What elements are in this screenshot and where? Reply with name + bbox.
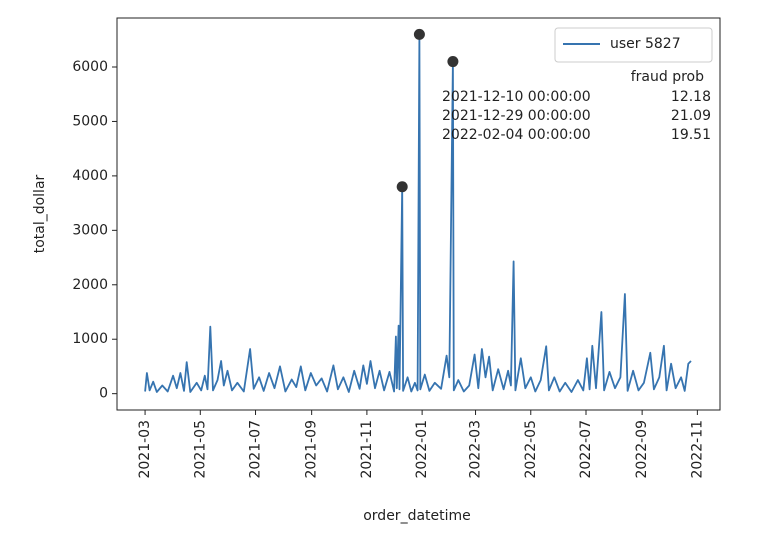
fraud-point (447, 56, 459, 68)
fraud-point (396, 181, 408, 193)
y-tick-label: 3000 (72, 222, 108, 238)
x-tick-label: 2022-01 (414, 420, 430, 479)
x-tick-label: 2022-03 (468, 420, 484, 479)
y-tick-label: 2000 (72, 277, 108, 293)
annotation-prob: 12.18 (671, 89, 711, 105)
y-axis-label: total_dollar (32, 174, 48, 253)
annotation-date: 2021-12-10 00:00:00 (442, 89, 591, 105)
x-tick-label: 2021-09 (304, 420, 320, 479)
fraud-point (413, 28, 425, 40)
x-tick-label: 2021-11 (359, 420, 375, 479)
annotation-header: fraud prob (631, 69, 704, 85)
x-tick-label: 2021-03 (137, 420, 153, 479)
x-tick-label: 2021-07 (248, 420, 264, 479)
x-tick-label: 2022-05 (523, 420, 539, 479)
annotation-prob: 19.51 (671, 127, 711, 143)
legend-label: user 5827 (610, 36, 681, 52)
x-tick-label: 2022-11 (689, 420, 705, 479)
x-tick-label: 2022-07 (578, 420, 594, 479)
y-tick-label: 6000 (72, 59, 108, 75)
annotation-prob: 21.09 (671, 108, 711, 124)
y-tick-label: 0 (99, 386, 108, 402)
data-line (144, 33, 692, 393)
x-tick-label: 2022-09 (634, 420, 650, 479)
annotation-date: 2021-12-29 00:00:00 (442, 108, 591, 124)
x-axis-label: order_datetime (363, 508, 471, 524)
plot-frame (116, 17, 721, 411)
x-tick-label: 2021-05 (192, 420, 208, 479)
annotation-date: 2022-02-04 00:00:00 (442, 127, 591, 143)
y-tick-label: 5000 (72, 113, 108, 129)
y-tick-label: 1000 (72, 331, 108, 347)
legend-box (554, 27, 713, 63)
y-tick-label: 4000 (72, 168, 108, 184)
